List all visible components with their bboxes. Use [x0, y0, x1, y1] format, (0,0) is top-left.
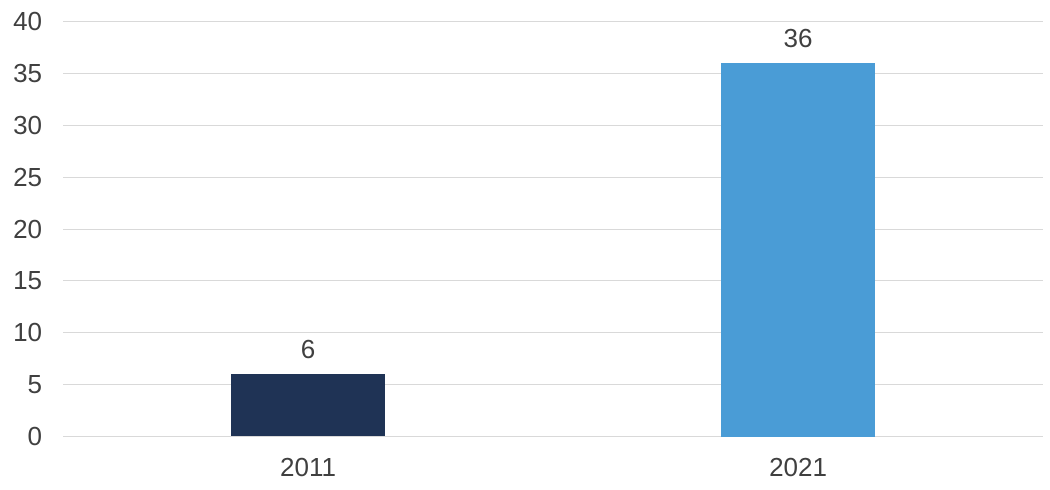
y-axis-tick-label: 40 [13, 6, 42, 36]
bar-data-label: 6 [300, 334, 316, 364]
y-axis-tick-label: 5 [27, 369, 42, 399]
y-axis-tick-label: 35 [13, 58, 42, 88]
bar-2021 [721, 63, 875, 437]
gridline [63, 332, 1043, 333]
bar-data-label: 36 [783, 23, 813, 53]
y-axis-tick-label: 15 [13, 265, 42, 295]
gridline [63, 384, 1043, 385]
y-axis-tick-label: 20 [13, 214, 42, 244]
y-axis-tick-label: 0 [27, 421, 42, 451]
x-axis-category-label: 2011 [280, 452, 336, 482]
gridline [63, 436, 1043, 437]
gridline [63, 21, 1043, 22]
gridline [63, 73, 1043, 74]
y-axis-tick-label: 10 [13, 317, 42, 347]
gridline [63, 229, 1043, 230]
bar-2011 [231, 374, 385, 436]
gridline [63, 125, 1043, 126]
gridline [63, 177, 1043, 178]
y-axis-tick-label: 30 [13, 110, 42, 140]
gridline [63, 280, 1043, 281]
y-axis-tick-label: 25 [13, 162, 42, 192]
x-axis-category-label: 2021 [769, 452, 827, 482]
